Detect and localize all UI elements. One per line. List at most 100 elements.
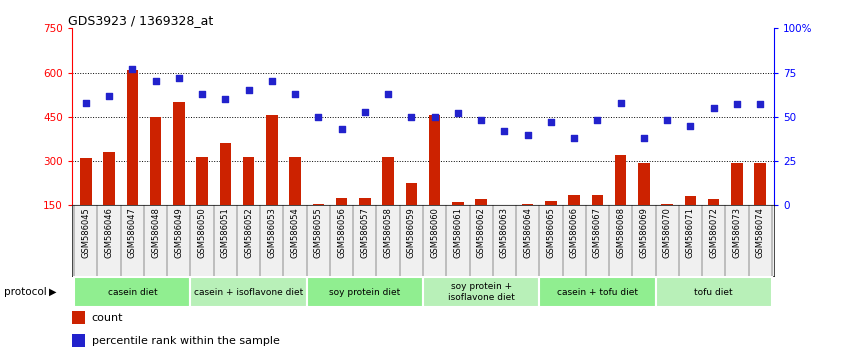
Text: GSM586065: GSM586065 — [547, 207, 555, 258]
Point — [521, 132, 535, 137]
Text: tofu diet: tofu diet — [695, 287, 733, 297]
Bar — [72, 334, 85, 347]
Bar — [266, 115, 277, 250]
Bar — [127, 70, 138, 250]
Text: ▶: ▶ — [49, 287, 57, 297]
Point — [637, 135, 651, 141]
Text: GSM586056: GSM586056 — [337, 207, 346, 258]
Text: GSM586063: GSM586063 — [500, 207, 509, 258]
Text: GSM586064: GSM586064 — [523, 207, 532, 258]
Bar — [591, 195, 603, 250]
Bar — [452, 202, 464, 250]
Text: GSM586072: GSM586072 — [709, 207, 718, 258]
Bar — [755, 162, 766, 250]
Bar — [545, 201, 557, 250]
Text: GSM586055: GSM586055 — [314, 207, 323, 258]
Text: casein + tofu diet: casein + tofu diet — [557, 287, 638, 297]
Point — [707, 105, 721, 111]
Bar — [190, 277, 307, 307]
Point — [614, 100, 628, 105]
Point — [335, 126, 349, 132]
Bar — [731, 162, 743, 250]
Text: count: count — [91, 313, 123, 322]
Point — [125, 66, 139, 72]
Text: GSM586053: GSM586053 — [267, 207, 277, 258]
Text: GSM586049: GSM586049 — [174, 207, 184, 258]
Bar — [289, 156, 301, 250]
Bar — [475, 199, 487, 250]
Point — [265, 79, 278, 84]
Text: GSM586047: GSM586047 — [128, 207, 137, 258]
Text: GSM586060: GSM586060 — [430, 207, 439, 258]
Bar — [684, 196, 696, 250]
Text: GSM586066: GSM586066 — [569, 207, 579, 258]
Bar — [382, 156, 394, 250]
Point — [149, 79, 162, 84]
Bar — [708, 199, 719, 250]
Point — [544, 119, 558, 125]
Bar — [243, 156, 255, 250]
Bar — [72, 311, 85, 324]
Bar — [103, 152, 115, 250]
Text: GSM586062: GSM586062 — [476, 207, 486, 258]
Text: GSM586069: GSM586069 — [640, 207, 648, 258]
Point — [288, 91, 302, 97]
Bar — [405, 183, 417, 250]
Text: GSM586074: GSM586074 — [755, 207, 765, 258]
Bar — [498, 218, 510, 250]
Text: GDS3923 / 1369328_at: GDS3923 / 1369328_at — [69, 14, 214, 27]
Bar — [359, 198, 371, 250]
Point — [382, 91, 395, 97]
Point — [475, 118, 488, 123]
Point — [684, 123, 697, 129]
Text: GSM586068: GSM586068 — [616, 207, 625, 258]
Point — [218, 96, 232, 102]
Point — [568, 135, 581, 141]
Bar — [336, 198, 348, 250]
Point — [172, 75, 185, 81]
Bar — [615, 155, 626, 250]
Bar — [196, 156, 208, 250]
Text: GSM586048: GSM586048 — [151, 207, 160, 258]
Bar — [307, 277, 423, 307]
Text: soy protein +
isoflavone diet: soy protein + isoflavone diet — [448, 282, 514, 302]
Bar — [312, 204, 324, 250]
Point — [497, 128, 511, 134]
Point — [358, 109, 371, 114]
Text: GSM586050: GSM586050 — [198, 207, 206, 258]
Text: GSM586045: GSM586045 — [81, 207, 91, 258]
Bar — [74, 277, 190, 307]
Bar — [429, 115, 441, 250]
Text: protocol: protocol — [4, 287, 47, 297]
Text: GSM586052: GSM586052 — [244, 207, 253, 258]
Point — [428, 114, 442, 120]
Text: GSM586071: GSM586071 — [686, 207, 695, 258]
Point — [79, 100, 92, 105]
Point — [311, 114, 325, 120]
Point — [102, 93, 116, 98]
Text: casein + isoflavone diet: casein + isoflavone diet — [194, 287, 303, 297]
Bar — [423, 277, 539, 307]
Text: GSM586054: GSM586054 — [291, 207, 299, 258]
Bar — [662, 204, 673, 250]
Text: soy protein diet: soy protein diet — [329, 287, 400, 297]
Point — [451, 110, 464, 116]
Text: GSM586057: GSM586057 — [360, 207, 370, 258]
Bar — [522, 204, 534, 250]
Bar — [173, 102, 184, 250]
Text: GSM586059: GSM586059 — [407, 207, 416, 258]
Text: GSM586067: GSM586067 — [593, 207, 602, 258]
Point — [754, 102, 767, 107]
Bar — [638, 162, 650, 250]
Text: casein diet: casein diet — [107, 287, 157, 297]
Point — [591, 118, 604, 123]
Bar — [569, 195, 580, 250]
Point — [195, 91, 209, 97]
Point — [661, 118, 674, 123]
Point — [730, 102, 744, 107]
Text: percentile rank within the sample: percentile rank within the sample — [91, 336, 279, 346]
Text: GSM586061: GSM586061 — [453, 207, 463, 258]
Bar — [150, 117, 162, 250]
Bar — [220, 143, 231, 250]
Point — [404, 114, 418, 120]
